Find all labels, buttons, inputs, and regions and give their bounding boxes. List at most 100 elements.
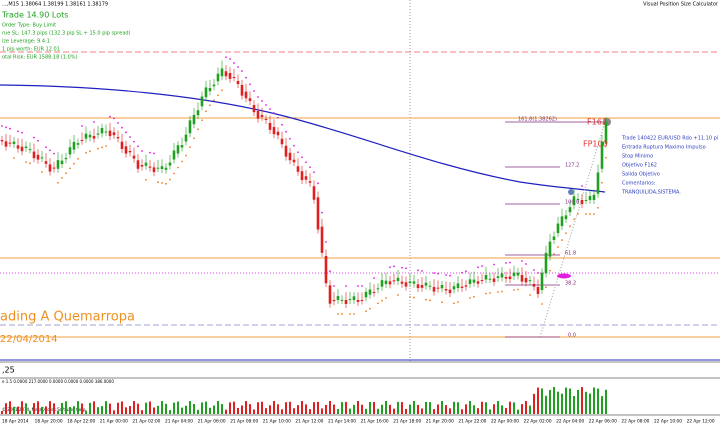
fib-label: 161.8(1.38262)	[518, 117, 557, 123]
sar-dot	[297, 151, 299, 154]
volume-bar	[385, 401, 387, 414]
candle-body	[256, 111, 260, 119]
sar-dot	[225, 56, 227, 59]
volume-bar	[61, 402, 63, 414]
volume-bar	[129, 405, 131, 414]
candle-body	[184, 134, 188, 142]
volume-bar	[361, 404, 363, 414]
sar-dot	[113, 117, 115, 120]
candle-body	[548, 241, 552, 257]
sar-dot	[137, 145, 139, 148]
candle-body	[600, 141, 604, 169]
candle-body	[568, 207, 572, 213]
candle-body	[216, 73, 220, 82]
volume-bar	[357, 401, 359, 414]
sar-dot	[453, 302, 455, 305]
sar-dot	[269, 108, 271, 110]
volume-bar	[73, 406, 75, 414]
sar-dot	[197, 128, 199, 131]
candle-body	[348, 299, 352, 301]
sar-dot	[433, 272, 435, 274]
sar-dot	[361, 285, 363, 287]
volume-bar	[341, 402, 343, 414]
sar-dot	[153, 152, 155, 155]
volume-bar	[193, 403, 195, 414]
sar-dot	[437, 272, 439, 275]
volume-bar	[405, 408, 407, 414]
candle-body	[340, 299, 344, 301]
sar-dot	[413, 296, 415, 299]
sar-dot	[509, 261, 511, 264]
sar-dot	[553, 253, 555, 255]
time-label: 18 Apr 2014	[2, 419, 29, 425]
sar-dot	[473, 295, 475, 298]
sar-dot	[97, 147, 99, 150]
time-label: 21 Apr 20:00	[426, 419, 454, 425]
candle-body	[492, 278, 496, 282]
sar-dot	[189, 146, 191, 149]
candle-body	[296, 166, 300, 172]
time-label: 22 Apr 04:00	[556, 419, 584, 425]
candle-body	[408, 281, 412, 283]
sar-dot	[289, 137, 291, 140]
volume-bar	[181, 407, 183, 414]
volume-bar	[573, 395, 575, 414]
sar-dot	[29, 162, 31, 165]
volume-bar	[481, 401, 483, 414]
candle-body	[464, 285, 468, 287]
time-label: 22 Apr 10:00	[654, 419, 682, 425]
volume-bar	[517, 409, 519, 414]
volume-bar	[565, 387, 567, 414]
time-label: 22 Apr 12:00	[687, 419, 715, 425]
candle-body	[424, 282, 428, 286]
sar-dot	[601, 181, 603, 184]
candle-body	[312, 186, 316, 200]
candle-body	[380, 280, 384, 287]
candle-body	[272, 127, 276, 135]
candle-body	[252, 105, 256, 113]
panel-line: ize Leverage: 9.4:1	[2, 39, 50, 45]
volume-bar	[461, 409, 463, 414]
sar-dot	[341, 313, 343, 315]
volume-bar	[585, 391, 587, 414]
candle-body	[456, 283, 460, 288]
candle-body	[372, 292, 376, 293]
candle-body	[576, 199, 580, 201]
sar-dot	[513, 289, 515, 291]
sar-dot	[457, 301, 459, 303]
volume-bar	[505, 408, 507, 414]
watermark-date: 22/04/2014	[0, 334, 58, 345]
volume-bar	[9, 401, 11, 414]
volume-bar	[477, 408, 479, 414]
sar-dot	[489, 292, 491, 294]
sar-dot	[385, 297, 387, 299]
volume-bar	[429, 402, 431, 414]
time-label: 21 Apr 16:00	[361, 419, 389, 425]
sar-dot	[305, 161, 307, 164]
volume-bar	[533, 393, 535, 414]
volume-bar	[489, 409, 491, 414]
candle-body	[264, 119, 268, 120]
sar-dot	[577, 213, 579, 215]
volume-bar	[161, 401, 163, 414]
time-axis: 18 Apr 2014 18 Apr 20:00 18 Apr 22:00 21 Ap…	[2, 419, 715, 425]
sar-dot	[333, 285, 335, 287]
volume-bar	[497, 401, 499, 414]
volume-bar	[457, 402, 459, 414]
volume-bar	[545, 395, 547, 414]
candle-body	[260, 115, 264, 117]
candle-body	[148, 166, 152, 168]
volume-bar	[501, 405, 503, 414]
sar-dot	[525, 263, 527, 265]
sar-dot	[245, 76, 247, 79]
sar-dot	[405, 267, 407, 270]
candle-body	[336, 296, 340, 300]
sar-dot	[93, 121, 95, 123]
volume-bar	[145, 402, 147, 414]
moving-average	[0, 84, 606, 193]
position-panel: Trade 14.90 Lots Order Type: Buy Limit r…	[1, 11, 131, 61]
candle-body	[520, 275, 524, 282]
candle-body	[96, 133, 100, 135]
candle-body	[100, 128, 104, 134]
candle-body	[584, 199, 588, 201]
